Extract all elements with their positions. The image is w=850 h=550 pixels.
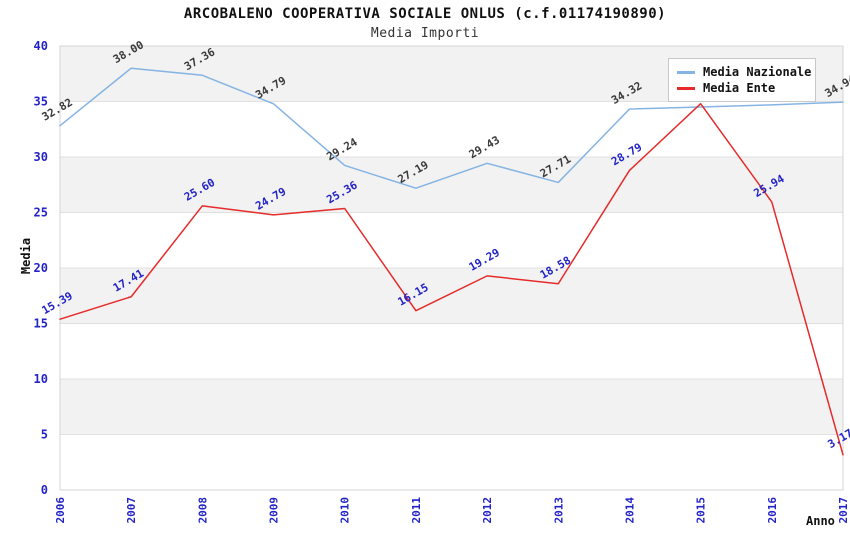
legend-item-media-nazionale: Media Nazionale xyxy=(677,64,812,80)
plot-band xyxy=(60,212,843,268)
x-tick-label: 2017 xyxy=(837,497,850,524)
plot-band xyxy=(60,434,843,490)
x-tick-label: 2013 xyxy=(552,497,565,524)
x-tick-label: 2009 xyxy=(268,497,281,524)
y-tick-label: 35 xyxy=(34,95,48,109)
y-tick-label: 25 xyxy=(34,206,48,220)
y-tick-label: 30 xyxy=(34,150,48,164)
y-tick-label: 20 xyxy=(34,261,48,275)
legend-line-swatch-ente xyxy=(677,86,695,90)
plot-border xyxy=(59,45,844,491)
plot-band xyxy=(60,323,843,379)
x-tick-label: 2007 xyxy=(125,497,138,524)
y-tick-label: 40 xyxy=(34,39,48,53)
y-tick-label: 10 xyxy=(34,372,48,386)
chart-subtitle: Media Importi xyxy=(370,26,480,41)
x-tick-label: 2011 xyxy=(410,497,423,524)
series-line-1 xyxy=(59,102,844,456)
plot-band xyxy=(60,268,843,324)
x-tick-label: 2010 xyxy=(339,497,352,524)
y-axis-title: Media xyxy=(19,237,33,275)
legend-line-swatch-nazionale xyxy=(677,70,695,74)
x-tick-label: 2014 xyxy=(623,497,636,524)
series-line-0 xyxy=(59,67,844,189)
x-tick-label: 2016 xyxy=(766,497,779,524)
x-tick-label: 2012 xyxy=(481,497,494,524)
y-tick-label: 0 xyxy=(41,483,48,497)
legend-label-nazionale: Media Nazionale xyxy=(703,65,812,79)
x-tick-label: 2015 xyxy=(695,497,708,524)
legend-label-ente: Media Ente xyxy=(703,81,776,95)
legend: Media Nazionale Media Ente xyxy=(668,58,816,102)
x-tick-label: 2008 xyxy=(196,497,209,524)
plot-band xyxy=(60,101,843,157)
plot-band xyxy=(60,157,843,213)
plot-band xyxy=(60,379,843,435)
chart-title: ARCOBALENO COOPERATIVA SOCIALE ONLUS (c.… xyxy=(183,6,667,22)
y-tick-label: 5 xyxy=(41,428,48,442)
y-tick-label: 15 xyxy=(34,317,48,331)
legend-item-media-ente: Media Ente xyxy=(677,80,809,96)
x-tick-label: 2006 xyxy=(54,497,67,524)
x-axis-title: Anno xyxy=(806,514,835,528)
